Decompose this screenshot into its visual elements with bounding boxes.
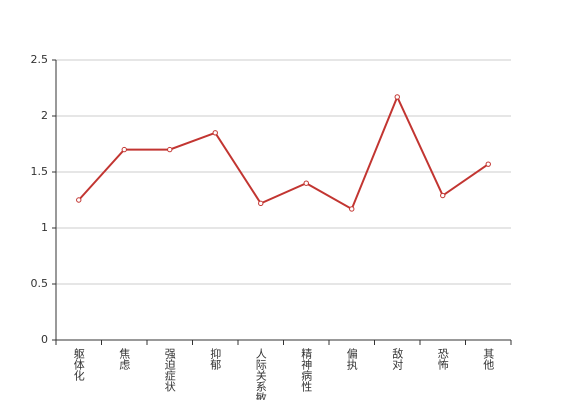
x-tick-label: 焦虑	[118, 348, 131, 370]
point	[167, 146, 173, 153]
x-tick-label: 抑郁	[209, 347, 222, 370]
y-tick-label: 2.5	[31, 53, 49, 66]
point	[440, 192, 446, 199]
line	[78, 94, 489, 211]
point	[76, 197, 82, 203]
x-tick-label: 其他	[482, 348, 495, 370]
y-tick-label: 2	[41, 109, 48, 122]
y-tick-label: 0	[41, 333, 48, 346]
x-tick-label: 人际关系敏感	[254, 348, 267, 400]
point	[212, 130, 218, 136]
y-tick-label: 0.5	[31, 277, 49, 290]
point	[121, 146, 127, 153]
point	[258, 200, 264, 207]
x-tick-label: 恐怖	[436, 348, 449, 370]
x-tick-label: 偏执	[345, 347, 358, 371]
point	[349, 206, 355, 212]
x-tick-label: 敌对	[391, 347, 404, 370]
x-tick-label: 精神病性	[300, 348, 313, 393]
point	[303, 180, 309, 186]
point	[394, 94, 400, 100]
x-tick-label: 躯体化	[72, 348, 85, 382]
x-tick-label: 强迫症状	[163, 348, 176, 392]
point	[485, 161, 491, 167]
y-tick-label: 1.5	[31, 165, 49, 178]
y-tick-label: 1	[41, 221, 48, 234]
